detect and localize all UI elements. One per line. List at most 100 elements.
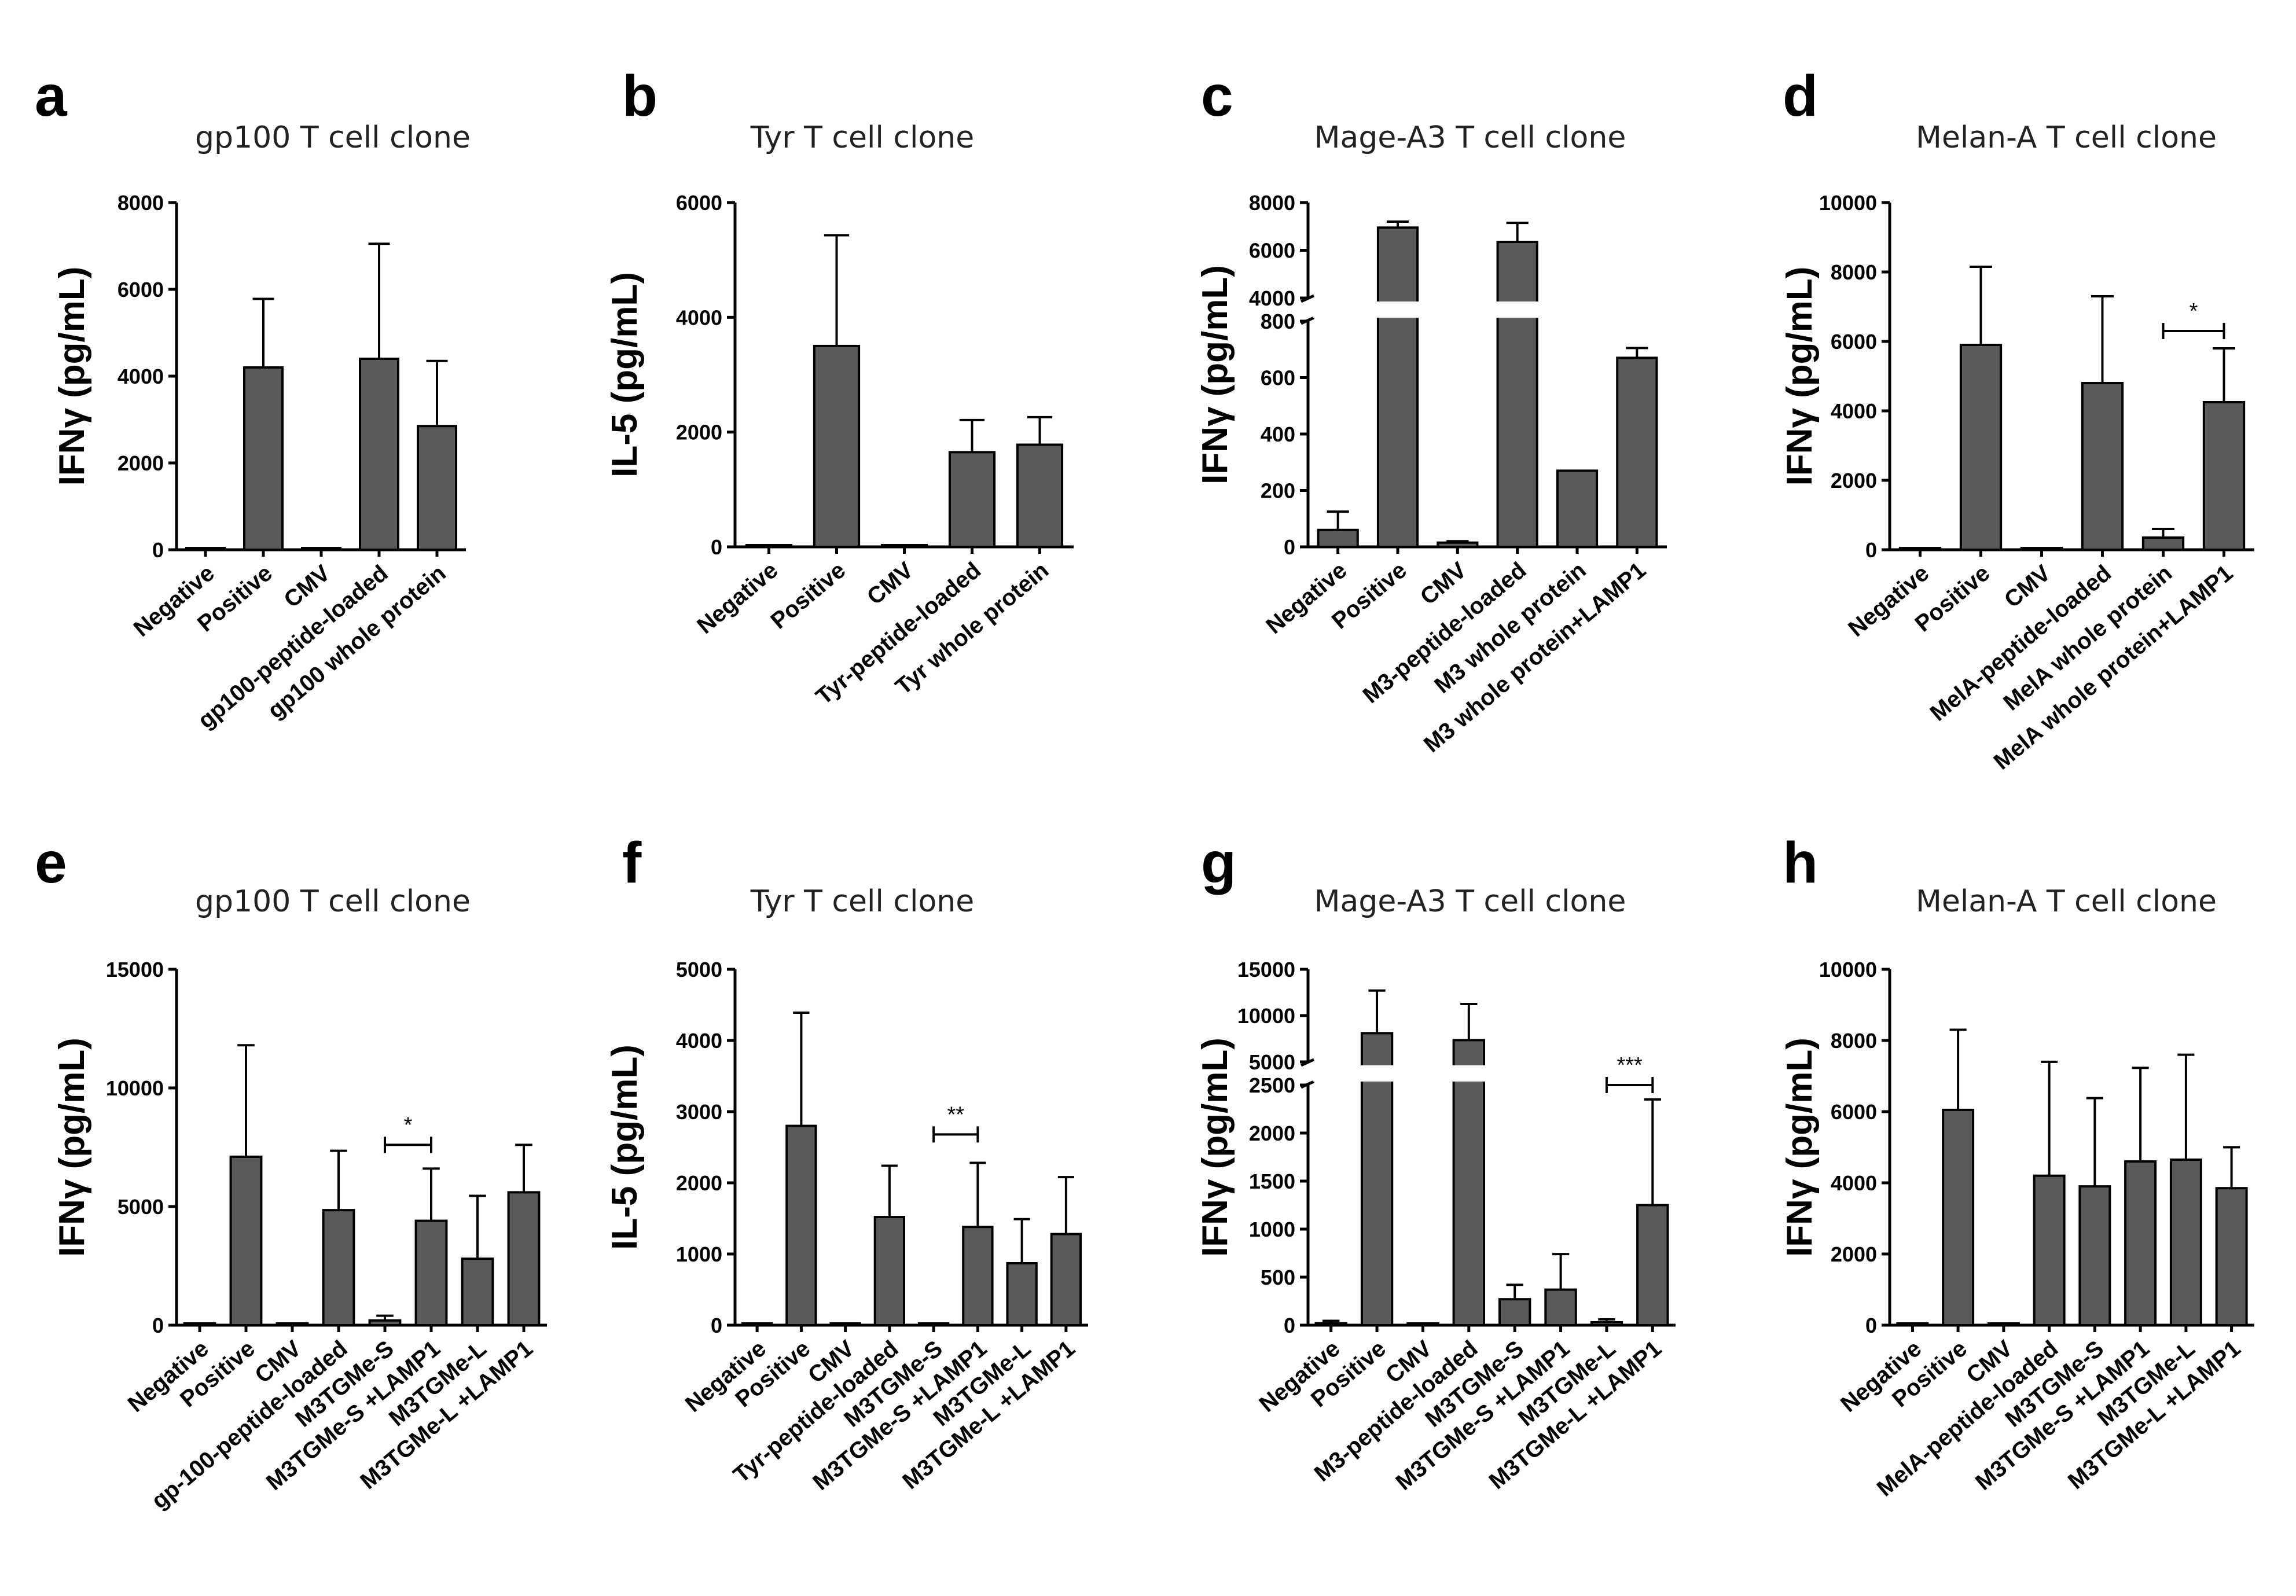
y-axis-label: IFNγ (pg/mL) (1780, 1038, 1820, 1257)
y-tick-label: 1000 (676, 1242, 722, 1266)
y-tick-label: 2000 (117, 451, 164, 475)
chart-title: Tyr T cell clone (750, 884, 974, 919)
y-tick-label: 6000 (1831, 1100, 1877, 1124)
bar-6 (414, 1219, 448, 1327)
chart-title: Mage-A3 T cell clone (1314, 120, 1626, 155)
bar-5 (368, 1319, 402, 1327)
y-tick-label: 15000 (1237, 958, 1295, 981)
y-tick-label: 5000 (676, 958, 722, 981)
y-tick-label: 1000 (1249, 1218, 1295, 1241)
y-tick-label: 3000 (676, 1100, 722, 1124)
bar-5 (417, 425, 457, 551)
bar-6 (2202, 401, 2246, 551)
y-tick-label: 400 (1261, 422, 1295, 446)
y-tick-label: 2000 (676, 1171, 722, 1195)
bar-2 (1360, 1032, 1394, 1327)
y-tick-label: 0 (1865, 538, 1877, 562)
axis-break-band (1313, 1065, 1676, 1082)
chart-title: gp100 T cell clone (195, 884, 471, 919)
y-tick-label: 4000 (1831, 399, 1877, 423)
bar-1 (1896, 1322, 1929, 1326)
bar-1 (183, 1322, 216, 1326)
chart-title: gp100 T cell clone (195, 120, 471, 155)
panel-f: f Tyr T cell clone IL-5 (pg/mL) 0 1000 2000 30… (605, 830, 1088, 1495)
panel-letter: g (1201, 830, 1236, 895)
bar-8 (507, 1191, 541, 1326)
bar-3 (1406, 1322, 1439, 1326)
bar-2 (243, 366, 284, 551)
significance-label: * (404, 1113, 413, 1137)
bar-7 (461, 1257, 494, 1326)
panel-letter: f (622, 830, 642, 895)
bar-5 (2078, 1185, 2111, 1326)
category-label: Positive (766, 557, 850, 634)
bar-2 (229, 1155, 263, 1327)
bar-8 (1636, 1204, 1669, 1326)
y-tick-label: 8000 (1831, 1029, 1877, 1053)
y-tick-label: 0 (711, 535, 722, 559)
bar-7 (2169, 1159, 2202, 1327)
y-tick-label: 600 (1261, 366, 1295, 390)
bar-4 (2081, 382, 2124, 551)
y-tick-label: 4000 (1831, 1171, 1877, 1195)
y-axis-label: IFNγ (pg/mL) (1195, 265, 1235, 484)
y-tick-label: 8000 (1831, 260, 1877, 284)
y-tick-label: 8000 (1249, 191, 1295, 215)
y-tick-label: 200 (1261, 479, 1295, 503)
bar-6 (1544, 1288, 1577, 1327)
bar-4 (359, 358, 399, 551)
chart-title: Tyr T cell clone (750, 120, 974, 155)
y-tick-label: 0 (152, 538, 164, 562)
bar-2 (813, 344, 861, 549)
y-axis-label: IFNγ (pg/mL) (52, 267, 92, 486)
y-tick-label: 8000 (117, 191, 164, 215)
panel-d: d Melan-A T cell clone IFNγ (pg/mL) 0 2000 40… (1780, 64, 2254, 775)
y-tick-label: 0 (152, 1314, 164, 1337)
bar-7 (1590, 1321, 1623, 1327)
bar-5 (1556, 469, 1599, 548)
y-tick-label: 6000 (1831, 330, 1877, 354)
y-tick-label: 10000 (106, 1076, 164, 1100)
bar-3 (1987, 1322, 2020, 1326)
y-axis-label: IFNγ (pg/mL) (52, 1038, 92, 1257)
y-tick-label: 4000 (676, 306, 722, 329)
category-label: Negative (692, 557, 783, 639)
panel-letter: b (622, 64, 657, 128)
y-tick-label: 2000 (1831, 1242, 1877, 1266)
panel-letter: h (1783, 830, 1818, 895)
panel-letter: a (35, 64, 68, 128)
panel-g: g Mage-A3 T cell clone IFNγ (pg/mL) 0 500 100… (1195, 830, 1676, 1495)
bar-6 (1616, 356, 1658, 548)
significance-label: * (2190, 299, 2198, 323)
y-tick-label: 0 (1284, 535, 1295, 559)
bar-4 (948, 451, 996, 548)
y-tick-label: 4000 (676, 1029, 722, 1053)
axis-break-band (1313, 301, 1667, 318)
bar-5 (917, 1322, 950, 1326)
panel-e: e gp100 T cell clone IFNγ (pg/mL) 0 5000 1000… (35, 830, 547, 1514)
panel-letter: c (1201, 64, 1233, 128)
bar-1 (185, 547, 226, 551)
y-tick-label: 5000 (1249, 1050, 1295, 1074)
y-tick-label: 2500 (1249, 1073, 1295, 1097)
y-tick-label: 0 (1865, 1314, 1877, 1337)
bar-1 (741, 1322, 773, 1326)
panel-c: c Mage-A3 T cell clone IFNγ (pg/mL) 0 200 400… (1195, 64, 1667, 757)
y-tick-label: 10000 (1819, 191, 1877, 215)
chart-title: Mage-A3 T cell clone (1314, 884, 1626, 919)
bar-3 (2020, 547, 2063, 551)
panel-b: b Tyr T cell clone IL-5 (pg/mL) 0 2000 4000 60… (605, 64, 1074, 709)
bar-2 (1376, 226, 1419, 548)
significance-label: *** (1617, 1053, 1643, 1078)
y-axis-label: IFNγ (pg/mL) (1780, 267, 1820, 486)
y-tick-label: 6000 (117, 278, 164, 301)
bar-4 (322, 1209, 355, 1326)
y-tick-label: 800 (1261, 310, 1295, 333)
bar-2 (1959, 344, 2003, 551)
panel-a: a gp100 T cell clone IFNγ (pg/mL) 0 2000 4000… (35, 64, 471, 734)
bar-1 (1317, 528, 1359, 548)
y-axis-label: IFNγ (pg/mL) (1195, 1038, 1235, 1257)
bar-1 (745, 544, 793, 548)
y-axis-label: IL-5 (pg/mL) (605, 1045, 645, 1250)
y-tick-label: 1500 (1249, 1170, 1295, 1193)
